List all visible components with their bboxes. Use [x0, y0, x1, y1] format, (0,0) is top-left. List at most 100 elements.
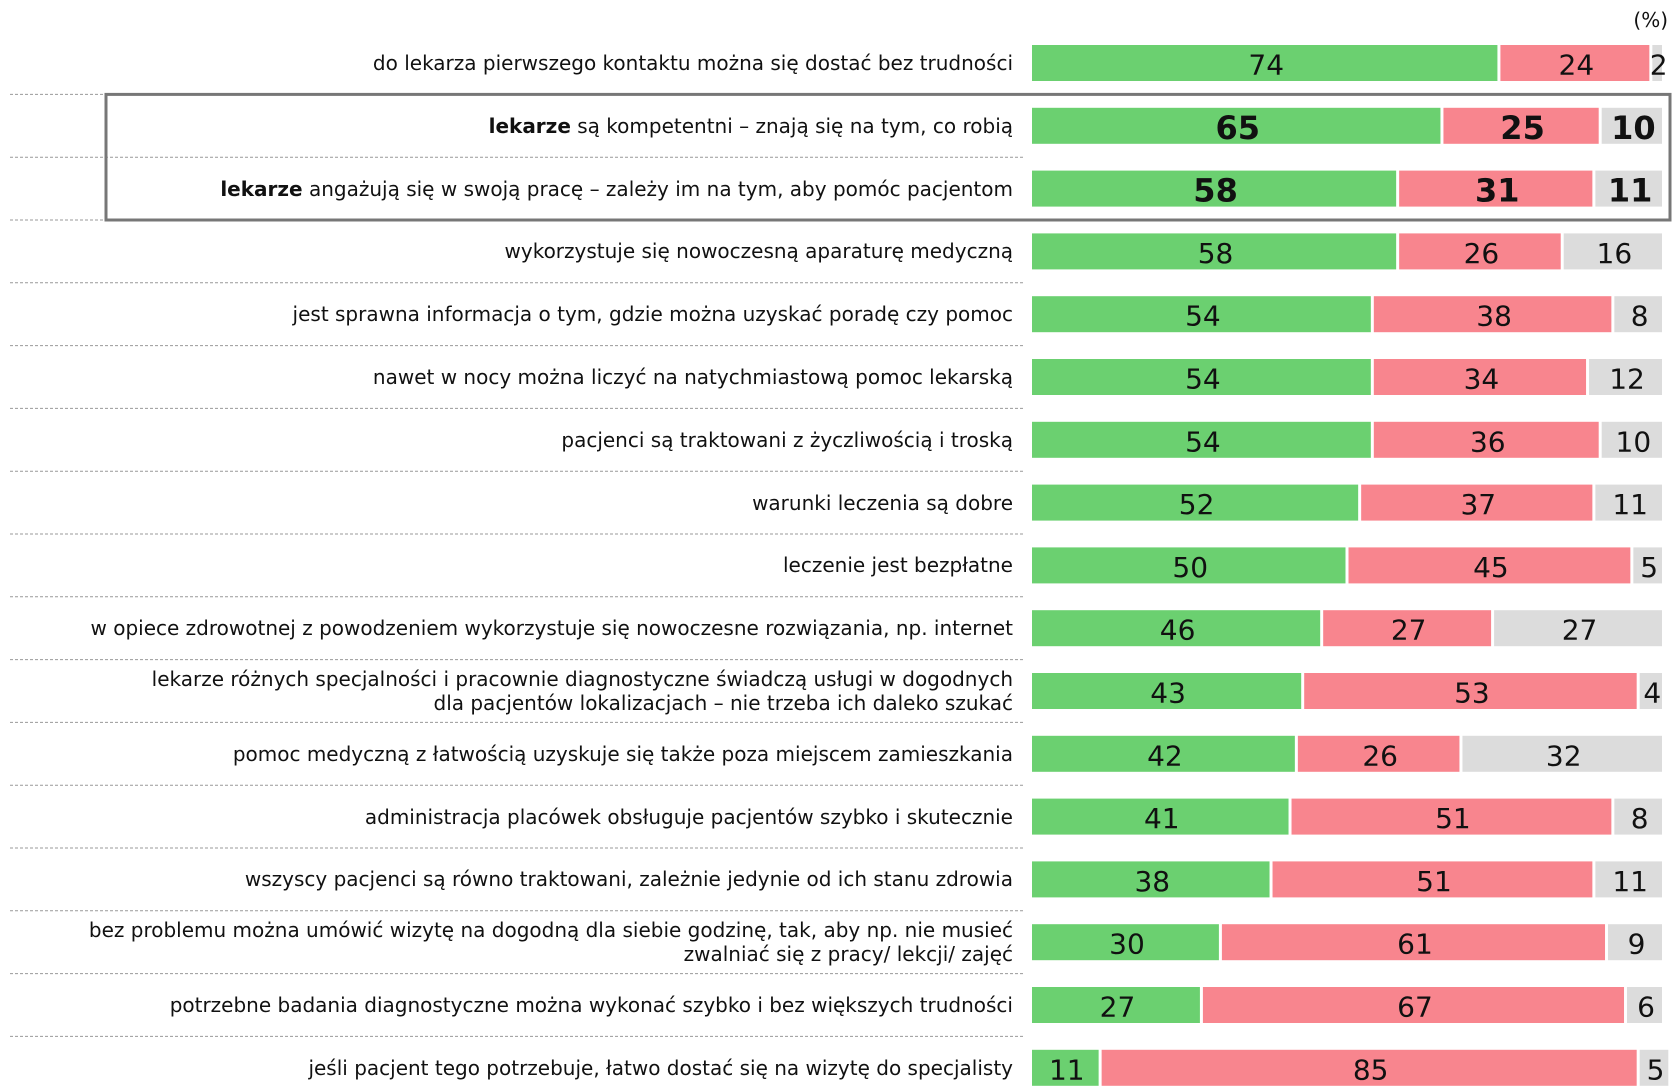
- value-label: 41: [1144, 802, 1180, 835]
- bar-segment: [1032, 296, 1371, 333]
- bar-segment: [1373, 296, 1612, 333]
- value-label: 8: [1631, 802, 1649, 835]
- category-label: potrzebne badania diagnostyczne można wy…: [169, 993, 1013, 1017]
- bar-segment: [1032, 861, 1270, 898]
- value-label: 85: [1353, 1053, 1389, 1086]
- value-label: 32: [1546, 739, 1582, 772]
- bar-segment: [1032, 1049, 1099, 1086]
- category-label: bez problemu można umówić wizytę na dogo…: [88, 918, 1013, 967]
- value-label: 61: [1397, 928, 1433, 961]
- value-label: 38: [1134, 865, 1170, 898]
- bar-segment: [1500, 45, 1650, 81]
- bar-segment: [1101, 1049, 1637, 1086]
- bar-segment: [1595, 170, 1662, 207]
- value-label: 46: [1160, 614, 1196, 647]
- bar-segment: [1563, 233, 1662, 270]
- value-label: 11: [1608, 172, 1653, 210]
- value-label: 31: [1475, 172, 1520, 210]
- highlight-box: [104, 92, 1672, 222]
- value-label: 11: [1612, 865, 1648, 898]
- category-label: lekarze różnych specjalności i pracownie…: [151, 667, 1013, 715]
- bar-segment: [1202, 987, 1625, 1023]
- value-label: 27: [1100, 991, 1136, 1024]
- value-label: 5: [1640, 551, 1658, 584]
- value-label: 58: [1193, 172, 1238, 210]
- bar-segment: [1614, 296, 1662, 333]
- bar-segment: [1272, 861, 1593, 898]
- category-label: leczenie jest bezpłatne: [783, 553, 1013, 578]
- bar-segment: [1373, 359, 1587, 395]
- value-label: 43: [1150, 677, 1186, 710]
- category-label: nawet w nocy można liczyć na natychmiast…: [372, 365, 1013, 389]
- bar-segment: [1032, 610, 1321, 647]
- bar-segment: [1032, 421, 1371, 458]
- value-label: 11: [1049, 1053, 1085, 1086]
- value-label: 54: [1185, 300, 1221, 333]
- bar-segment: [1032, 359, 1371, 395]
- category-label: wszyscy pacjenci są równo traktowani, za…: [244, 867, 1013, 892]
- bar-segment: [1291, 798, 1612, 835]
- value-label: 9: [1628, 928, 1646, 961]
- bar-segment: [1032, 170, 1397, 207]
- bar-segment: [1348, 547, 1631, 584]
- value-label: 51: [1435, 802, 1471, 835]
- bar-segment: [1032, 233, 1397, 270]
- value-label: 8: [1631, 300, 1649, 333]
- bar-segment: [1373, 421, 1599, 458]
- category-label: w opiece zdrowotnej z powodzeniem wykorz…: [90, 616, 1013, 641]
- bar-segment: [1032, 987, 1200, 1023]
- value-label: 27: [1391, 614, 1427, 647]
- unit-label: (%): [1633, 8, 1668, 32]
- bar-segment: [1323, 610, 1492, 647]
- value-label: 11: [1612, 488, 1648, 521]
- bar-segment: [1494, 610, 1662, 647]
- category-label: pacjenci są traktowani z życzliwością i …: [561, 427, 1013, 452]
- category-label: do lekarza pierwszego kontaktu można się…: [372, 51, 1013, 75]
- bar-segment: [1601, 107, 1662, 144]
- bar-segment: [1633, 547, 1662, 584]
- value-label: 42: [1147, 739, 1183, 772]
- bar-segment: [1032, 547, 1346, 584]
- bar-segment: [1361, 484, 1593, 521]
- bar-segment: [1032, 673, 1302, 709]
- bar-segment: [1304, 673, 1637, 709]
- bar-segment: [1297, 735, 1460, 772]
- bar-segment: [1639, 673, 1662, 709]
- value-label: 74: [1248, 49, 1284, 82]
- value-label: 30: [1109, 928, 1145, 961]
- bar-segment: [1032, 735, 1295, 772]
- value-label: 16: [1597, 237, 1633, 270]
- bar-segment: [1589, 359, 1662, 395]
- value-label: 27: [1562, 614, 1598, 647]
- category-label: pomoc medyczną z łatwością uzyskuje się …: [232, 741, 1013, 766]
- bar-segment: [1399, 170, 1593, 207]
- value-label: 36: [1470, 425, 1506, 458]
- bar-segment: [1221, 924, 1606, 961]
- value-label: 2: [1650, 49, 1668, 82]
- value-label: 37: [1460, 488, 1496, 521]
- bar-segment: [1652, 45, 1662, 81]
- category-label: administracja placówek obsługuje pacjent…: [364, 804, 1013, 829]
- value-label: 26: [1362, 739, 1398, 772]
- bar-segment: [1032, 798, 1289, 835]
- value-label: 54: [1185, 363, 1221, 396]
- bar-segment: [1601, 421, 1662, 458]
- value-label: 45: [1473, 551, 1509, 584]
- value-label: 67: [1397, 991, 1433, 1024]
- value-label: 51: [1416, 865, 1452, 898]
- value-label: 5: [1647, 1053, 1665, 1086]
- value-label: 65: [1215, 109, 1260, 147]
- value-label: 25: [1500, 109, 1545, 147]
- value-label: 34: [1464, 363, 1500, 396]
- value-label: 53: [1454, 677, 1490, 710]
- value-label: 24: [1559, 49, 1595, 82]
- value-label: 50: [1172, 551, 1208, 584]
- value-label: 6: [1637, 991, 1655, 1024]
- bar-segment: [1595, 484, 1662, 521]
- value-label: 52: [1179, 488, 1215, 521]
- bar-segment: [1639, 1049, 1669, 1086]
- value-label: 4: [1643, 677, 1661, 710]
- value-label: 10: [1616, 425, 1652, 458]
